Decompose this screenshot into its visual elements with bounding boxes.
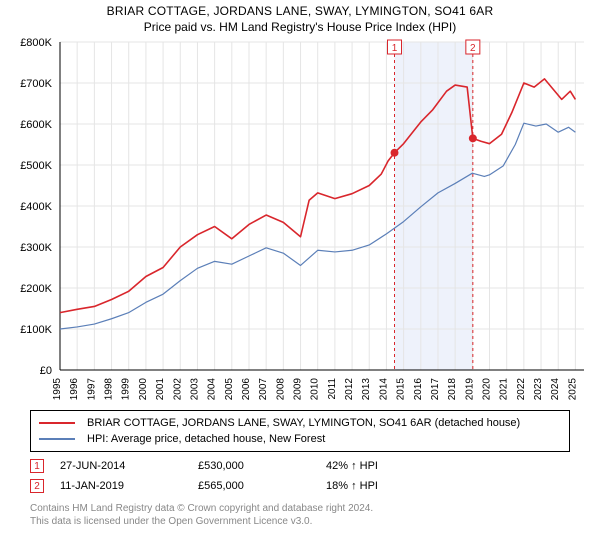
x-tick-label: 1999: [121, 378, 132, 401]
y-tick-label: £600K: [20, 119, 52, 131]
x-tick-label: 2023: [533, 378, 544, 401]
x-tick-label: 2015: [396, 378, 407, 401]
x-tick-label: 1996: [69, 378, 80, 401]
x-tick-label: 2014: [378, 378, 389, 401]
footnote-line-1: Contains HM Land Registry data © Crown c…: [30, 503, 373, 514]
x-tick-label: 2019: [464, 378, 475, 401]
sale-number-badge: 2: [30, 479, 44, 493]
x-tick-label: 1995: [52, 378, 63, 401]
chart-subtitle: Price paid vs. HM Land Registry's House …: [0, 20, 600, 34]
y-tick-label: £100K: [20, 324, 52, 336]
x-tick-label: 2018: [447, 378, 458, 401]
x-tick-label: 2017: [430, 378, 441, 401]
legend-swatch: [39, 438, 75, 440]
x-tick-label: 2002: [172, 378, 183, 401]
chart-title: BRIAR COTTAGE, JORDANS LANE, SWAY, LYMIN…: [0, 4, 600, 18]
x-tick-label: 2007: [258, 378, 269, 401]
x-tick-label: 2008: [275, 378, 286, 401]
sale-marker-number: 2: [470, 43, 476, 54]
x-tick-label: 1998: [104, 378, 115, 401]
y-tick-label: £0: [40, 365, 52, 377]
footnote-line-2: This data is licensed under the Open Gov…: [30, 516, 312, 527]
sale-price: £565,000: [198, 480, 318, 492]
legend-swatch: [39, 422, 75, 424]
sale-date: 27-JUN-2014: [52, 460, 190, 472]
sale-point: [391, 149, 399, 157]
x-tick-label: 2011: [327, 378, 338, 400]
chart-container: £0 £100K £200K £300K £400K £500K £600K £700K £80…: [0, 34, 600, 404]
sale-hpi-delta: 18% ↑ HPI: [326, 480, 486, 492]
x-tick-label: 2022: [516, 378, 527, 401]
sale-date: 11-JAN-2019: [52, 480, 190, 492]
x-tick-label: 2021: [499, 378, 510, 401]
y-tick-label: £300K: [20, 242, 52, 254]
y-tick-label: £500K: [20, 160, 52, 172]
sale-number-badge: 1: [30, 459, 44, 473]
legend-row: HPI: Average price, detached house, New …: [39, 431, 561, 447]
x-tick-label: 2012: [344, 378, 355, 401]
sale-marker-number: 1: [392, 43, 398, 54]
sales-table: 1 27-JUN-2014 £530,000 42% ↑ HPI 2 11-JAN-201…: [30, 456, 570, 496]
x-tick-label: 1997: [86, 378, 97, 401]
y-tick-label: £700K: [20, 78, 52, 90]
y-tick-label: £400K: [20, 201, 52, 213]
x-tick-label: 2005: [224, 378, 235, 401]
x-tick-label: 2013: [361, 378, 372, 401]
price-line-chart: £0 £100K £200K £300K £400K £500K £600K £700K £80…: [0, 34, 600, 404]
y-tick-label: £800K: [20, 37, 52, 49]
x-tick-label: 2024: [550, 378, 561, 401]
x-tick-label: 2020: [482, 378, 493, 401]
x-tick-label: 2025: [567, 378, 578, 401]
sales-row: 1 27-JUN-2014 £530,000 42% ↑ HPI: [30, 456, 570, 476]
sale-point: [469, 134, 477, 142]
x-tick-label: 2001: [155, 378, 166, 401]
chart-header: BRIAR COTTAGE, JORDANS LANE, SWAY, LYMIN…: [0, 0, 600, 34]
x-tick-label: 2003: [189, 378, 200, 401]
legend-label: HPI: Average price, detached house, New …: [87, 431, 325, 447]
x-tick-label: 2006: [241, 378, 252, 401]
sales-row: 2 11-JAN-2019 £565,000 18% ↑ HPI: [30, 476, 570, 496]
data-attribution: Contains HM Land Registry data © Crown c…: [30, 502, 570, 528]
sale-price: £530,000: [198, 460, 318, 472]
legend: BRIAR COTTAGE, JORDANS LANE, SWAY, LYMIN…: [30, 410, 570, 452]
x-tick-label: 2009: [293, 378, 304, 401]
legend-row: BRIAR COTTAGE, JORDANS LANE, SWAY, LYMIN…: [39, 415, 561, 431]
sale-hpi-delta: 42% ↑ HPI: [326, 460, 486, 472]
legend-label: BRIAR COTTAGE, JORDANS LANE, SWAY, LYMIN…: [87, 415, 520, 431]
x-tick-label: 2016: [413, 378, 424, 401]
x-tick-label: 2010: [310, 378, 321, 401]
x-tick-label: 2000: [138, 378, 149, 401]
x-tick-label: 2004: [207, 378, 218, 401]
y-tick-label: £200K: [20, 283, 52, 295]
